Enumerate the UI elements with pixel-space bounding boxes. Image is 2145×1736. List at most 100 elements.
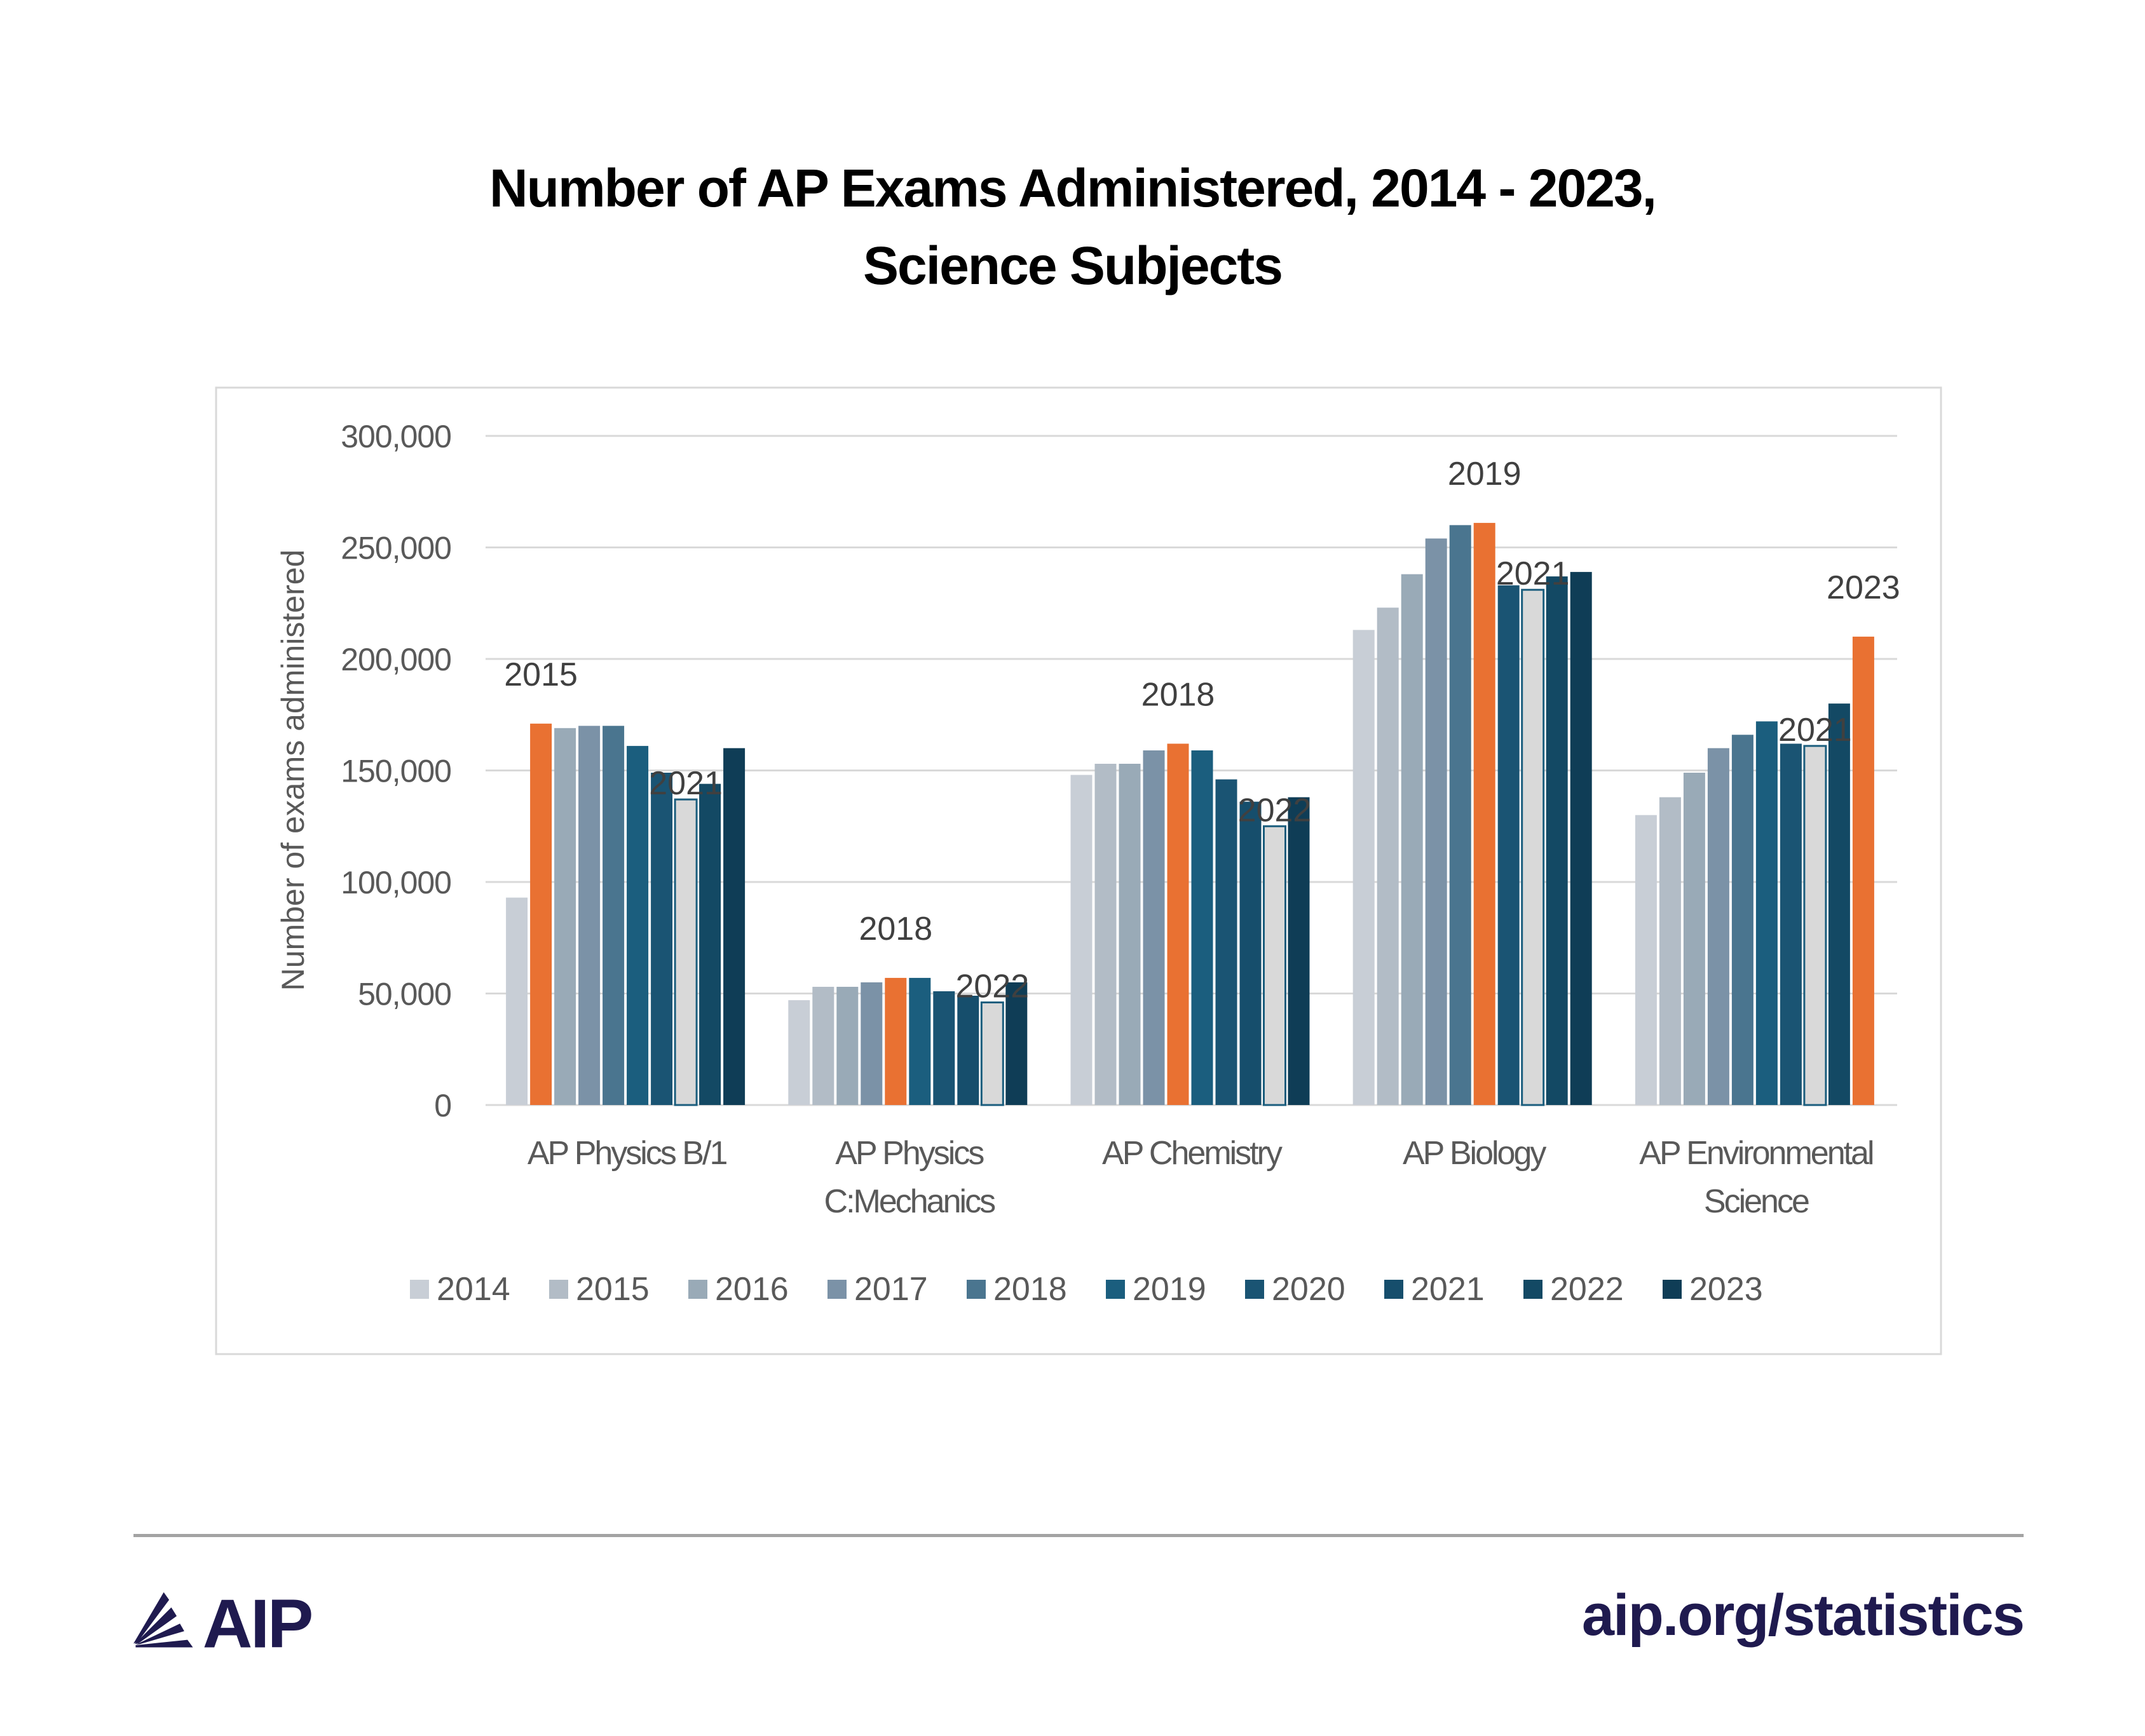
chart-title-line-1: Number of AP Exams Administered, 2014 - … — [489, 158, 1657, 218]
category-label: Science — [1704, 1183, 1809, 1220]
bar-2021 — [1803, 745, 1827, 1106]
bar-2023 — [1005, 982, 1028, 1105]
bar-2014 — [506, 897, 528, 1105]
bar-2020 — [933, 991, 955, 1105]
bar-2020 — [651, 773, 673, 1105]
bar-2014 — [1352, 630, 1375, 1105]
legend-label: 2021 — [1411, 1271, 1485, 1308]
bar-2022 — [1828, 703, 1850, 1105]
category-label: AP Physics — [835, 1135, 984, 1172]
legend-label: 2020 — [1272, 1271, 1345, 1308]
legend-swatch-2023 — [1663, 1280, 1682, 1299]
bar-2019 — [627, 745, 649, 1105]
bar-2022 — [699, 783, 721, 1105]
bar-2018 — [1731, 735, 1753, 1105]
legend-label: 2018 — [993, 1271, 1067, 1308]
bar-2016 — [554, 728, 576, 1105]
aip-logo-icon: AIP — [133, 1586, 313, 1663]
category-label: AP Chemistry — [1102, 1135, 1283, 1172]
bar-2022 — [980, 1001, 1004, 1106]
annotation-label: 2018 — [859, 911, 932, 947]
bar-2018 — [603, 726, 625, 1105]
y-tick-label: 200,000 — [341, 642, 451, 677]
bar-2015 — [1659, 797, 1681, 1105]
bar-2021 — [957, 996, 979, 1105]
legend-label: 2023 — [1689, 1271, 1763, 1308]
legend-swatch-2020 — [1245, 1280, 1264, 1299]
y-tick-label: 300,000 — [341, 419, 451, 454]
legend-swatch-2016 — [688, 1280, 707, 1299]
annotation-label: 2018 — [1141, 676, 1215, 713]
bar-2023 — [1852, 636, 1874, 1105]
category-label: AP Physics B/1 — [528, 1135, 727, 1172]
annotation-label: 2023 — [1827, 569, 1900, 606]
legend-swatch-2014 — [410, 1280, 429, 1299]
chart-frame — [215, 386, 1942, 1355]
svg-text:AIP: AIP — [203, 1586, 311, 1659]
annotation-label: 2021 — [1778, 712, 1852, 749]
bar-2022 — [1263, 825, 1286, 1106]
bar-2018 — [1449, 525, 1471, 1105]
footer-divider — [133, 1534, 2024, 1537]
bar-2023 — [1288, 797, 1310, 1105]
bar-2016 — [1683, 773, 1705, 1105]
bar-2014 — [1070, 775, 1093, 1105]
bar-2022 — [1546, 576, 1568, 1105]
bar-2016 — [1119, 763, 1141, 1105]
bar-2015 — [1094, 763, 1117, 1105]
category-label: AP Biology — [1403, 1135, 1546, 1172]
legend-label: 2022 — [1550, 1271, 1624, 1308]
legend-swatch-2019 — [1106, 1280, 1125, 1299]
legend-swatch-2022 — [1523, 1280, 1542, 1299]
bar-2020 — [1215, 779, 1237, 1105]
bar-2015 — [812, 986, 834, 1105]
bar-2014 — [1635, 815, 1657, 1105]
annotation-label: 2022 — [1238, 792, 1312, 829]
legend-label: 2017 — [854, 1271, 928, 1308]
bar-2017 — [861, 982, 883, 1105]
y-tick-label: 250,000 — [341, 531, 451, 566]
bar-2023 — [1570, 572, 1592, 1105]
bar-2019 — [1755, 721, 1778, 1105]
bar-2021 — [1239, 801, 1262, 1105]
annotation-label: 2022 — [955, 968, 1029, 1005]
legend-label: 2015 — [576, 1271, 650, 1308]
y-tick-label: 100,000 — [341, 865, 451, 900]
bar-2017 — [1425, 538, 1447, 1105]
bar-2019 — [1473, 522, 1495, 1105]
annotation-label: 2021 — [1496, 555, 1570, 592]
legend-label: 2019 — [1133, 1271, 1206, 1308]
bar-2015 — [530, 723, 552, 1105]
legend-label: 2016 — [715, 1271, 789, 1308]
bar-2017 — [1707, 748, 1729, 1105]
category-label: AP Environmental — [1639, 1135, 1873, 1172]
bar-2017 — [578, 726, 601, 1105]
bar-2021 — [674, 798, 698, 1106]
bar-2021 — [1521, 588, 1545, 1106]
legend-swatch-2021 — [1384, 1280, 1403, 1299]
bar-2016 — [836, 986, 859, 1105]
y-axis-label: Number of exams administered — [275, 550, 311, 991]
bar-2017 — [1143, 750, 1165, 1105]
legend-label: 2014 — [437, 1271, 510, 1308]
bar-2019 — [1191, 750, 1213, 1105]
bar-2020 — [1497, 585, 1520, 1105]
category-label: C:Mechanics — [824, 1183, 996, 1220]
bar-2020 — [1780, 743, 1802, 1105]
legend-swatch-2017 — [827, 1280, 847, 1299]
bar-2015 — [1377, 607, 1399, 1105]
bar-2023 — [723, 748, 746, 1105]
bar-2019 — [909, 977, 931, 1105]
y-tick-label: 0 — [434, 1088, 451, 1123]
aip-logo: AIP — [133, 1582, 350, 1663]
annotation-label: 2019 — [1448, 456, 1522, 492]
bar-2016 — [1401, 574, 1423, 1105]
annotation-label: 2015 — [504, 656, 578, 693]
legend-swatch-2018 — [967, 1280, 986, 1299]
bar-2018 — [885, 977, 907, 1105]
bar-2014 — [788, 1000, 810, 1105]
site-link[interactable]: aip.org/statistics — [1581, 1583, 2025, 1648]
legend-swatch-2015 — [549, 1280, 568, 1299]
y-tick-label: 50,000 — [358, 977, 451, 1012]
y-tick-label: 150,000 — [341, 754, 451, 789]
